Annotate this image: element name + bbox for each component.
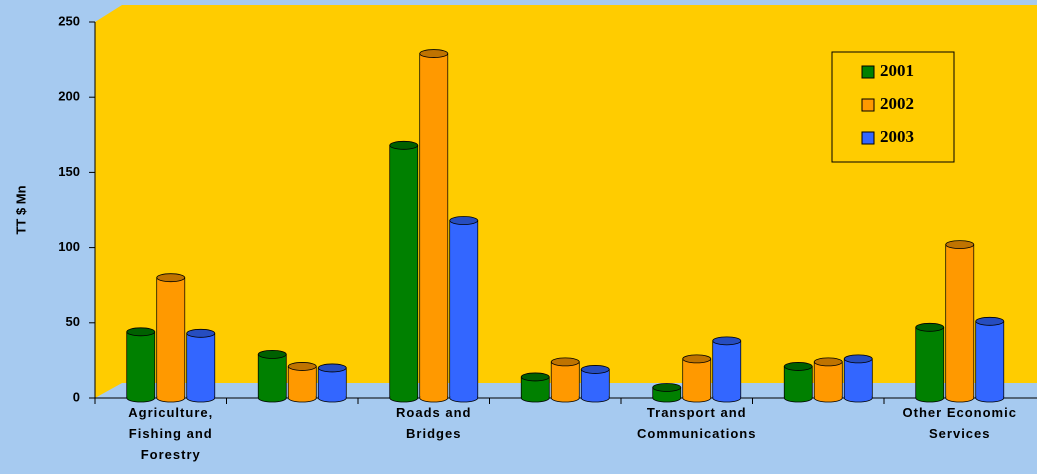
bar-top [257,349,287,359]
bar [550,357,580,403]
y-tick-label: 200 [58,89,80,104]
bar [652,383,682,403]
bar-body-fill [127,331,155,398]
bar [126,327,156,403]
bar [682,354,712,403]
legend-swatch [861,131,875,145]
bar-body-fill [258,354,286,398]
bar-top [520,372,550,382]
bar-body-fill [916,327,944,398]
y-tick-label: 50 [66,314,80,329]
bar-body-fill [784,366,812,398]
bar [156,273,186,403]
bar-body-fill [318,367,346,398]
bar-body-fill [187,333,215,398]
bar-top [945,240,975,249]
bar-body-fill [581,369,609,398]
x-tick-label: Transport and Communications [637,405,757,441]
bar-top [419,49,449,58]
bar [419,49,449,403]
bar-top [975,316,1005,326]
bar-body-fill [288,366,316,398]
bar [317,363,347,403]
y-tick-label: 150 [58,164,80,179]
y-tick-label: 250 [58,13,80,28]
bar-body-fill [814,361,842,398]
bar [186,328,216,403]
legend-box [831,51,955,163]
bar-top [783,362,813,371]
x-tick-label: Roads and Bridges [396,405,472,441]
legend-swatch [861,98,875,112]
bar [389,140,419,403]
bar-body-fill [157,277,185,398]
bar [520,372,550,403]
bar-top [287,362,317,371]
bar [843,354,873,403]
bar-body-fill [521,376,549,398]
bar [813,357,843,403]
bar [975,316,1005,403]
legend-label: 2001 [880,61,914,80]
bar [945,240,975,403]
bar-body-fill [420,53,448,399]
bar-top [317,363,347,373]
bar-top [389,140,419,150]
bar-top [156,273,186,283]
bar-top [843,354,873,364]
plot-wall [95,5,1037,398]
bar [449,216,479,403]
bar-body-fill [551,361,579,398]
bar [580,365,610,403]
bar [783,362,813,403]
bar [257,349,287,403]
bar-top [652,383,682,392]
bar [287,362,317,403]
bar-top [682,354,712,364]
bar [712,336,742,403]
bar-body-fill [844,358,872,398]
legend-swatch [861,65,875,79]
legend-label: 2002 [880,94,914,113]
bar-top [813,357,843,367]
bar-body-fill [683,358,711,398]
bar [915,322,945,403]
legend-label: 2003 [880,127,914,146]
bar-top [712,336,742,346]
bar-body-fill [976,321,1004,398]
bar-body-fill [713,340,741,398]
y-axis-label: TT $ Mn [13,185,28,234]
bar-top [550,357,580,367]
bar-top [449,216,479,225]
bar-top [126,327,156,337]
bar-top [915,322,945,332]
bar-top [186,328,216,338]
bar-top [580,365,610,374]
y-tick-label: 100 [58,239,80,254]
x-tick-label: Other Economic Services [902,405,1017,441]
bar-body-fill [390,145,418,398]
bar-body-fill [450,220,478,398]
x-tick-label: Agriculture, Fishing and Forestry [128,405,214,462]
y-tick-label: 0 [73,389,80,404]
bar-body-fill [946,244,974,398]
bar-body-fill [653,387,681,398]
